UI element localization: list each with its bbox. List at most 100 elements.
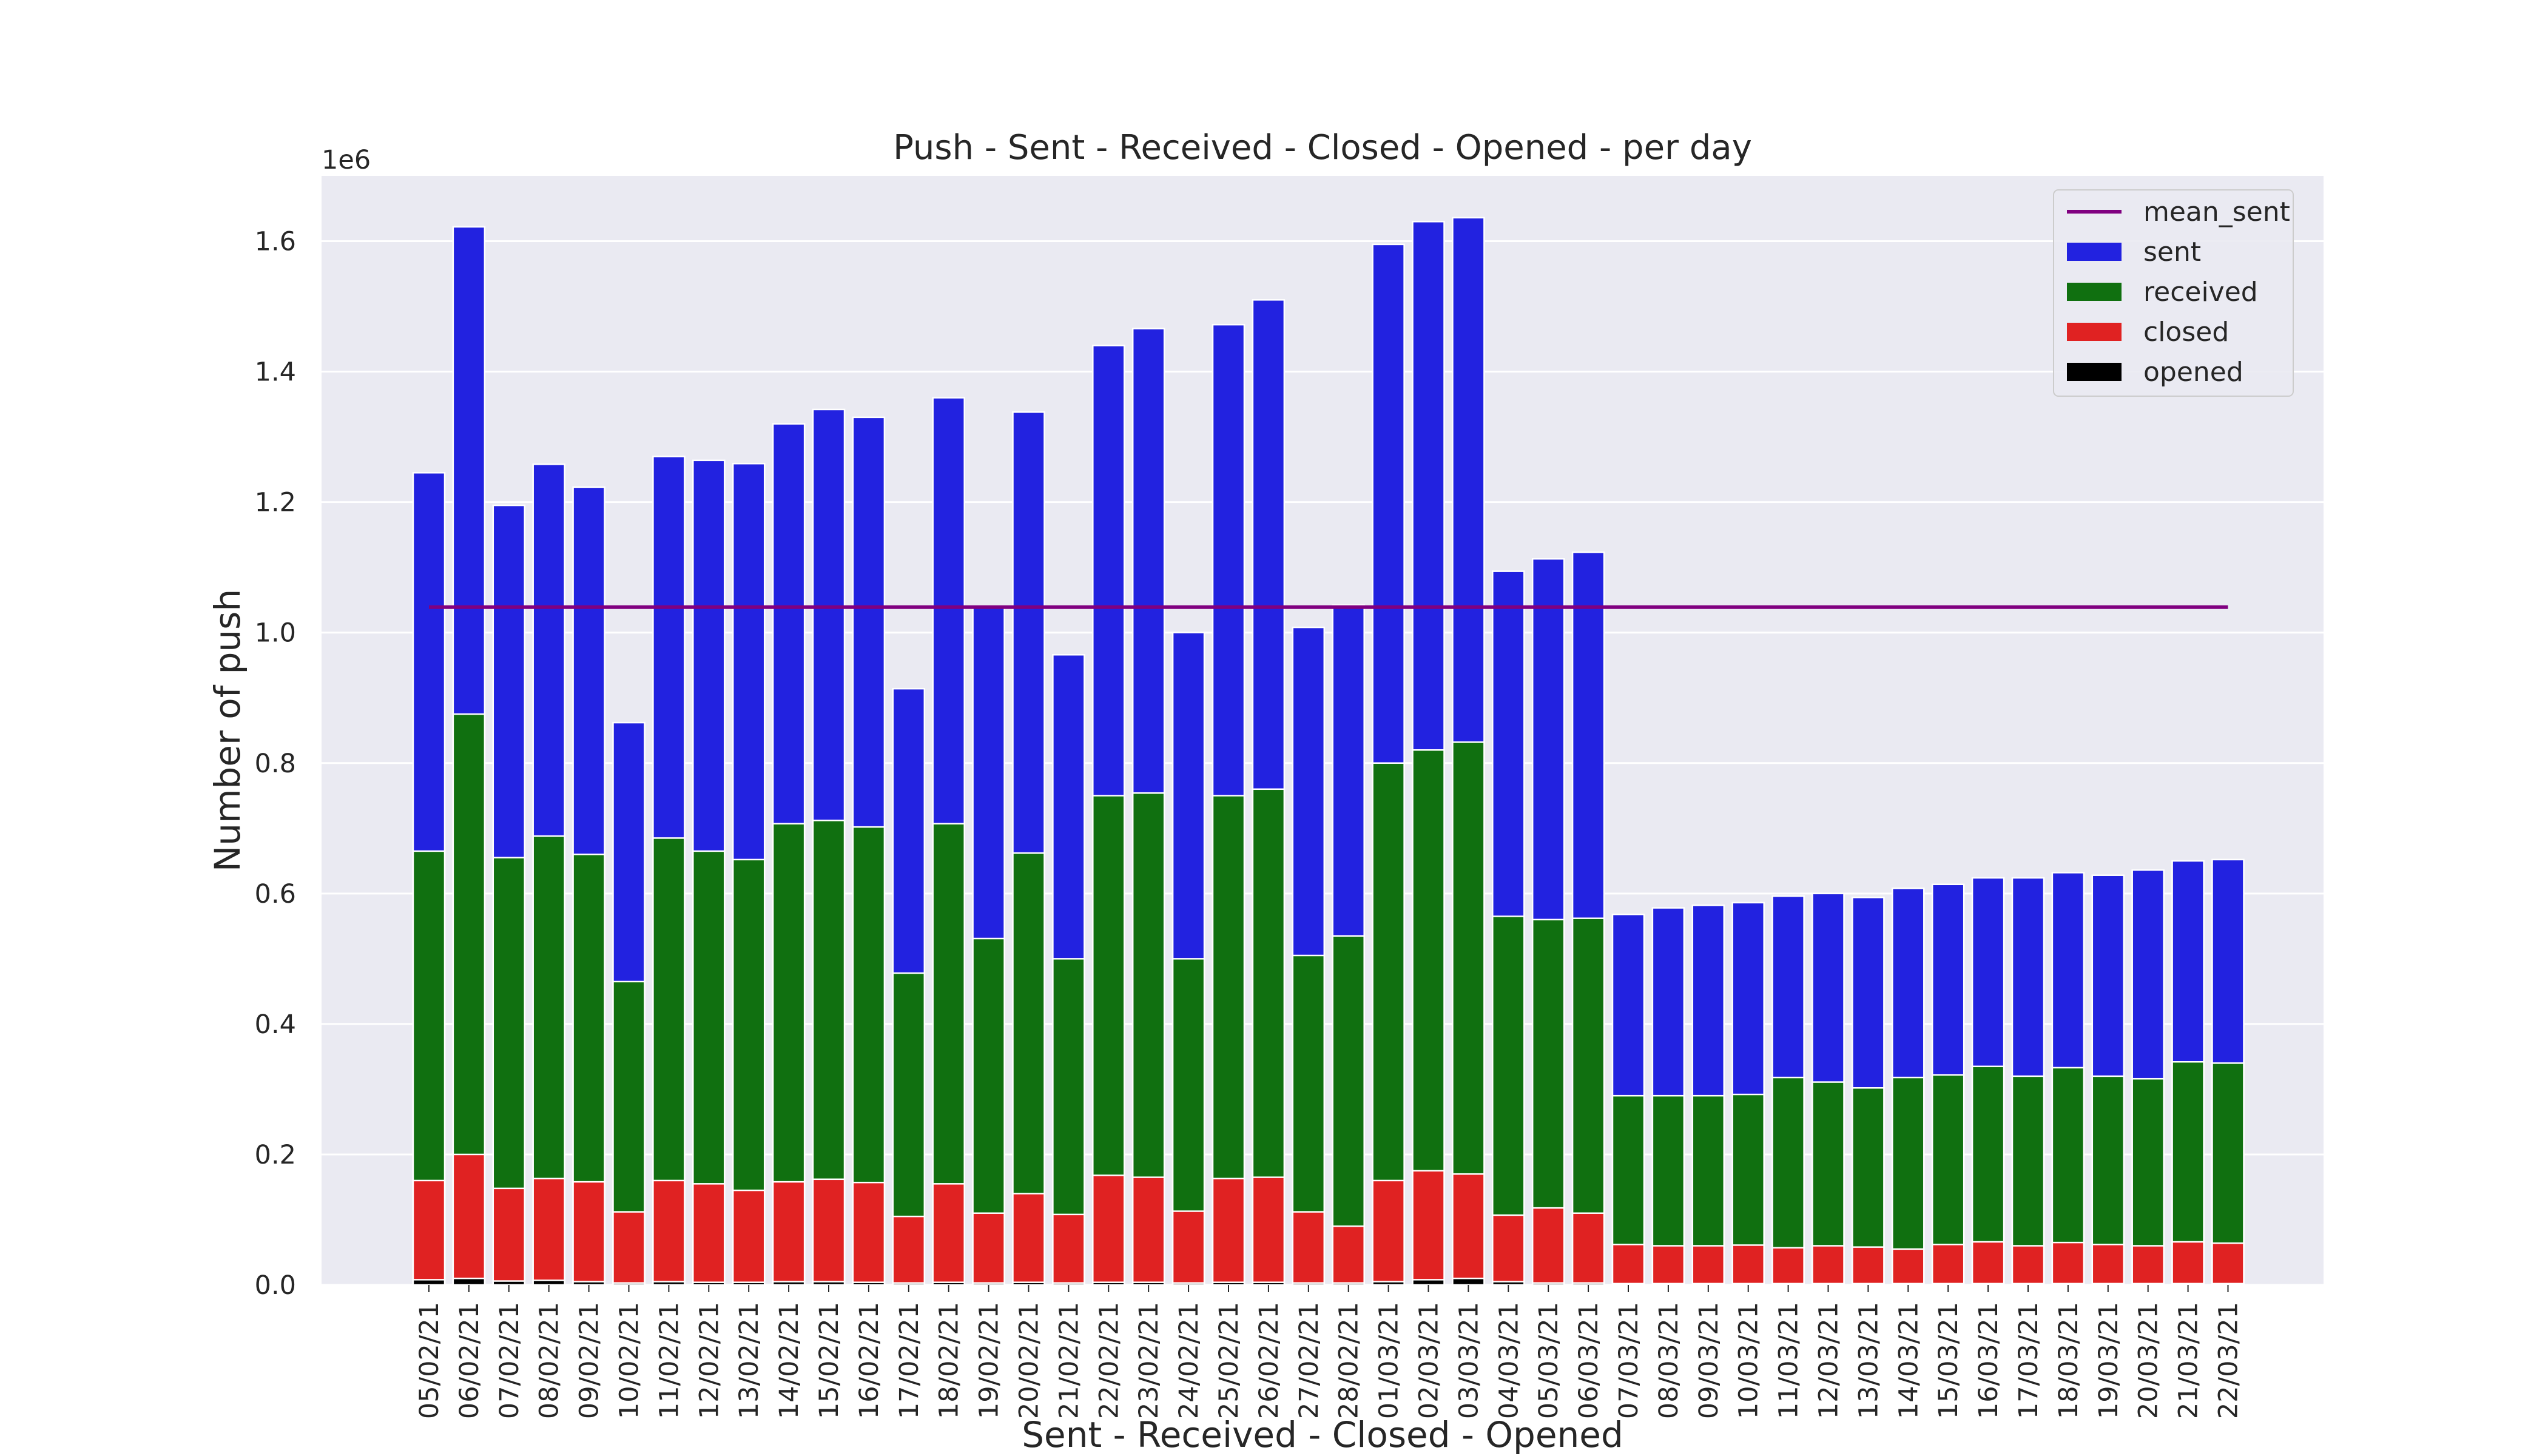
bar-closed <box>1531 1207 1565 1286</box>
bar-closed <box>1571 1212 1605 1286</box>
bar-opened <box>1571 1282 1605 1286</box>
y-tick-label: 0.8 <box>255 749 296 779</box>
legend-swatch <box>2067 283 2122 301</box>
bar-closed <box>932 1183 965 1286</box>
x-tick-label: 15/03/21 <box>1933 1302 1964 1419</box>
x-tick-label: 19/02/21 <box>974 1302 1005 1419</box>
bar-closed <box>772 1181 806 1286</box>
x-tick-label: 07/02/21 <box>494 1302 525 1419</box>
legend-swatch <box>2067 243 2122 261</box>
bar-closed <box>972 1212 1005 1286</box>
bar-opened <box>2051 1282 2085 1286</box>
bar-closed <box>812 1178 846 1286</box>
bar-opened <box>932 1281 965 1286</box>
x-tick-label: 20/02/21 <box>1014 1302 1045 1419</box>
y-tick-label: 0.0 <box>255 1270 296 1301</box>
x-tick-label: 21/02/21 <box>1054 1302 1084 1419</box>
y-tick-label: 0.4 <box>255 1009 296 1040</box>
legend-label: sent <box>2143 237 2201 268</box>
x-tick-label: 11/03/21 <box>1774 1302 1804 1419</box>
bar-closed <box>1332 1225 1365 1286</box>
legend-item-closed: closed <box>2067 317 2229 348</box>
bar-closed <box>892 1215 926 1286</box>
bar-opened <box>1892 1282 1925 1286</box>
x-tick-label: 22/02/21 <box>1094 1302 1124 1419</box>
bar-closed <box>1212 1178 1245 1286</box>
legend-item-received: received <box>2067 277 2258 308</box>
bar-closed <box>1171 1210 1205 1286</box>
bar-opened <box>1052 1282 1085 1286</box>
bar-closed <box>1771 1247 1805 1286</box>
bar-closed <box>532 1178 565 1286</box>
x-tick-label: 13/02/21 <box>734 1302 764 1419</box>
x-tick-label: 07/03/21 <box>1614 1302 1644 1419</box>
x-tick-label: 14/03/21 <box>1893 1302 1924 1419</box>
x-tick-label: 05/02/21 <box>414 1302 445 1419</box>
bar-closed <box>492 1187 526 1286</box>
x-tick-label: 03/03/21 <box>1454 1302 1484 1419</box>
bar-opened <box>972 1282 1005 1286</box>
legend-item-mean-sent: mean_sent <box>2067 197 2290 228</box>
y-tick-label: 1.4 <box>255 357 296 388</box>
bar-closed <box>1651 1245 1685 1286</box>
bar-closed <box>732 1189 766 1286</box>
bar-closed <box>1812 1245 1845 1286</box>
bar-opened <box>1332 1282 1365 1286</box>
bar-closed <box>1292 1211 1326 1286</box>
bar-closed <box>2131 1245 2165 1286</box>
x-tick-label: 08/03/21 <box>1654 1302 1684 1419</box>
legend-label: closed <box>2143 317 2229 348</box>
x-tick-label: 28/02/21 <box>1334 1302 1364 1419</box>
x-axis-ticks: 05/02/21 06/02/21 07/02/21 08/02/21 09/02/21… <box>414 1285 2244 1419</box>
x-axis-label: Sent - Received - Closed - Opened <box>1022 1414 1623 1455</box>
bar-opened <box>732 1281 766 1286</box>
bar-opened <box>1971 1282 2005 1286</box>
bar-opened <box>1691 1282 1725 1286</box>
bar-opened <box>1131 1281 1165 1286</box>
x-tick-label: 02/03/21 <box>1414 1302 1444 1419</box>
x-tick-label: 26/02/21 <box>1254 1302 1284 1419</box>
bar-opened <box>1731 1282 1765 1286</box>
legend-item-opened: opened <box>2067 357 2243 388</box>
bar-closed <box>1971 1241 2005 1286</box>
legend-label: received <box>2143 277 2258 308</box>
chart-title: Push - Sent - Received - Closed - Opened… <box>893 128 1752 167</box>
bar-closed <box>1731 1244 1765 1286</box>
bar-opened <box>852 1281 886 1286</box>
bar-closed <box>2091 1244 2125 1286</box>
bar-closed <box>1892 1248 1925 1286</box>
x-tick-label: 24/02/21 <box>1174 1302 1204 1419</box>
legend-label: opened <box>2143 357 2243 388</box>
bar-opened <box>1012 1281 1045 1286</box>
x-tick-label: 04/03/21 <box>1494 1302 1524 1419</box>
legend-label: mean_sent <box>2143 197 2290 228</box>
bar-opened <box>892 1282 926 1286</box>
y-axis-label: Number of push <box>207 589 248 872</box>
x-tick-label: 13/03/21 <box>1853 1302 1884 1419</box>
bar-closed <box>1412 1170 1445 1286</box>
y-tick-label: 0.2 <box>255 1140 296 1170</box>
bar-opened <box>1931 1282 1965 1286</box>
x-tick-label: 09/03/21 <box>1694 1302 1724 1419</box>
bar-opened <box>1092 1281 1125 1286</box>
bar-closed <box>1931 1244 1965 1286</box>
bar-closed <box>2211 1242 2245 1286</box>
bars <box>412 217 2245 1286</box>
x-tick-label: 10/02/21 <box>615 1302 645 1419</box>
y-tick-label: 0.6 <box>255 879 296 909</box>
x-tick-label: 17/03/21 <box>2014 1302 2044 1419</box>
bar-closed <box>572 1181 605 1286</box>
bar-opened <box>2211 1282 2245 1286</box>
bar-closed <box>1012 1193 1045 1286</box>
x-tick-label: 01/03/21 <box>1374 1302 1404 1419</box>
bar-opened <box>412 1279 446 1286</box>
bar-closed <box>2051 1241 2085 1286</box>
y-tick-label: 1.0 <box>255 618 296 649</box>
x-tick-label: 14/02/21 <box>774 1302 804 1419</box>
bar-closed <box>1492 1214 1525 1286</box>
legend-swatch <box>2067 323 2122 341</box>
bar-opened <box>1372 1281 1405 1286</box>
bar-opened <box>452 1277 486 1286</box>
bar-opened <box>2131 1282 2165 1286</box>
